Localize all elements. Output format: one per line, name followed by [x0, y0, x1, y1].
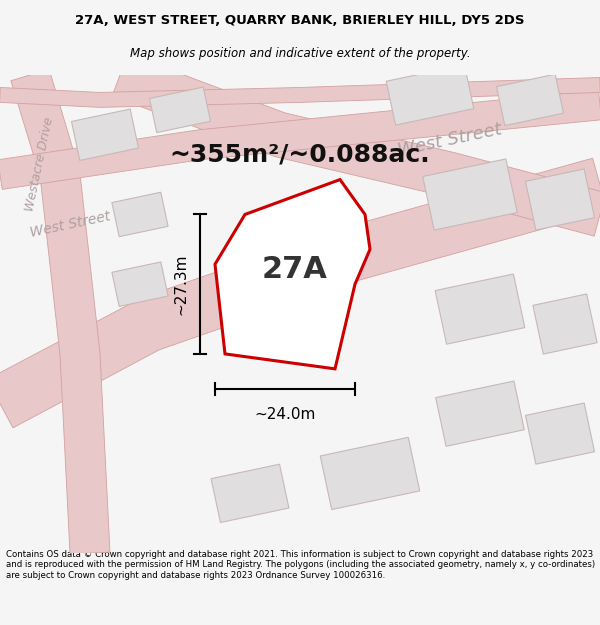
Polygon shape	[11, 69, 110, 554]
Polygon shape	[423, 159, 517, 230]
Text: ~355m²/~0.088ac.: ~355m²/~0.088ac.	[170, 142, 430, 167]
Text: West Street: West Street	[396, 120, 504, 159]
Polygon shape	[436, 381, 524, 446]
Polygon shape	[112, 54, 600, 236]
Polygon shape	[526, 169, 595, 230]
Text: ~24.0m: ~24.0m	[254, 407, 316, 422]
Polygon shape	[112, 262, 168, 306]
Text: 27A: 27A	[262, 255, 328, 284]
Polygon shape	[112, 192, 168, 237]
Text: 27A, WEST STREET, QUARRY BANK, BRIERLEY HILL, DY5 2DS: 27A, WEST STREET, QUARRY BANK, BRIERLEY …	[75, 14, 525, 28]
Polygon shape	[149, 87, 211, 132]
Polygon shape	[0, 78, 600, 108]
Polygon shape	[0, 158, 600, 428]
Polygon shape	[386, 65, 474, 125]
Polygon shape	[320, 438, 420, 509]
Polygon shape	[533, 294, 597, 354]
Text: Map shows position and indicative extent of the property.: Map shows position and indicative extent…	[130, 48, 470, 61]
Text: West Street: West Street	[29, 209, 112, 240]
Text: Westacre Drive: Westacre Drive	[23, 116, 56, 213]
Text: Contains OS data © Crown copyright and database right 2021. This information is : Contains OS data © Crown copyright and d…	[6, 550, 595, 580]
Polygon shape	[496, 74, 563, 126]
Text: ~27.3m: ~27.3m	[173, 253, 188, 315]
Polygon shape	[215, 179, 370, 369]
Polygon shape	[71, 109, 139, 161]
Polygon shape	[0, 90, 600, 189]
Text: West Str...: West Str...	[227, 256, 293, 282]
Polygon shape	[526, 403, 595, 464]
Polygon shape	[211, 464, 289, 522]
Polygon shape	[435, 274, 525, 344]
